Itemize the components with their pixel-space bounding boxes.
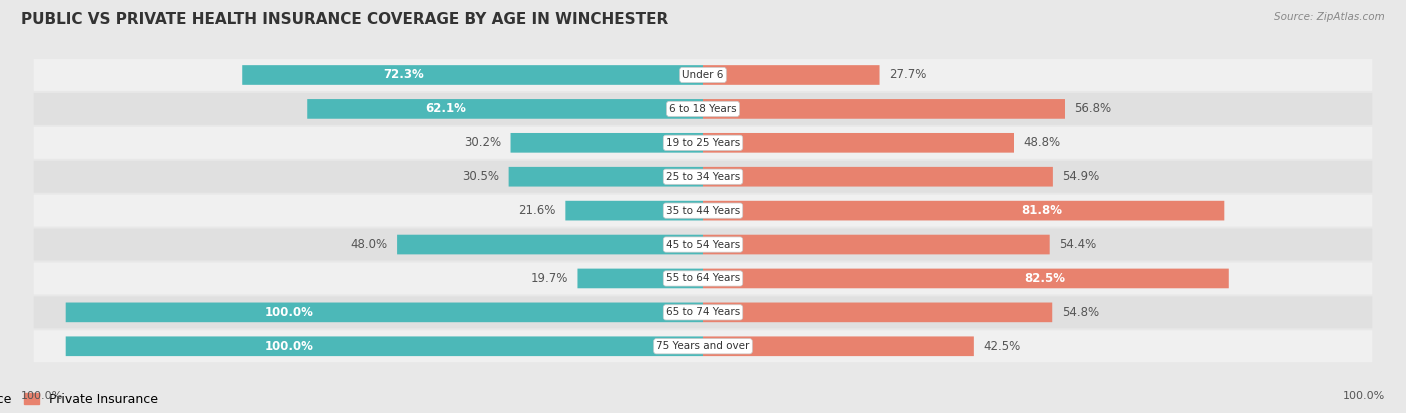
Text: 42.5%: 42.5%	[983, 340, 1021, 353]
FancyBboxPatch shape	[703, 268, 1229, 288]
Text: 48.8%: 48.8%	[1024, 136, 1060, 150]
FancyBboxPatch shape	[66, 337, 703, 356]
Text: 25 to 34 Years: 25 to 34 Years	[666, 172, 740, 182]
Text: 6 to 18 Years: 6 to 18 Years	[669, 104, 737, 114]
FancyBboxPatch shape	[510, 133, 703, 153]
FancyBboxPatch shape	[34, 93, 1372, 125]
Text: 75 Years and over: 75 Years and over	[657, 341, 749, 351]
Text: 56.8%: 56.8%	[1074, 102, 1112, 115]
Text: 62.1%: 62.1%	[426, 102, 467, 115]
Text: 30.5%: 30.5%	[463, 170, 499, 183]
FancyBboxPatch shape	[703, 235, 1050, 254]
Text: 19 to 25 Years: 19 to 25 Years	[666, 138, 740, 148]
Text: 100.0%: 100.0%	[264, 306, 314, 319]
Text: 45 to 54 Years: 45 to 54 Years	[666, 240, 740, 249]
FancyBboxPatch shape	[34, 297, 1372, 328]
FancyBboxPatch shape	[308, 99, 703, 119]
FancyBboxPatch shape	[34, 330, 1372, 362]
Text: 19.7%: 19.7%	[530, 272, 568, 285]
Text: 30.2%: 30.2%	[464, 136, 501, 150]
Text: 65 to 74 Years: 65 to 74 Years	[666, 307, 740, 317]
FancyBboxPatch shape	[703, 133, 1014, 153]
Text: 27.7%: 27.7%	[889, 69, 927, 81]
FancyBboxPatch shape	[66, 303, 703, 322]
Text: 21.6%: 21.6%	[519, 204, 555, 217]
FancyBboxPatch shape	[703, 167, 1053, 187]
Legend: Public Insurance, Private Insurance: Public Insurance, Private Insurance	[0, 387, 163, 411]
FancyBboxPatch shape	[703, 201, 1225, 221]
Text: 81.8%: 81.8%	[1021, 204, 1063, 217]
Text: 54.9%: 54.9%	[1063, 170, 1099, 183]
FancyBboxPatch shape	[34, 195, 1372, 227]
FancyBboxPatch shape	[703, 303, 1052, 322]
FancyBboxPatch shape	[703, 99, 1064, 119]
Text: PUBLIC VS PRIVATE HEALTH INSURANCE COVERAGE BY AGE IN WINCHESTER: PUBLIC VS PRIVATE HEALTH INSURANCE COVER…	[21, 12, 668, 27]
FancyBboxPatch shape	[509, 167, 703, 187]
FancyBboxPatch shape	[565, 201, 703, 221]
Text: 100.0%: 100.0%	[264, 340, 314, 353]
Text: 82.5%: 82.5%	[1024, 272, 1066, 285]
Text: 35 to 44 Years: 35 to 44 Years	[666, 206, 740, 216]
FancyBboxPatch shape	[396, 235, 703, 254]
Text: Under 6: Under 6	[682, 70, 724, 80]
Text: 72.3%: 72.3%	[382, 69, 423, 81]
FancyBboxPatch shape	[34, 263, 1372, 294]
FancyBboxPatch shape	[242, 65, 703, 85]
Text: 54.4%: 54.4%	[1059, 238, 1097, 251]
Text: 54.8%: 54.8%	[1062, 306, 1099, 319]
Text: 55 to 64 Years: 55 to 64 Years	[666, 273, 740, 283]
Text: 48.0%: 48.0%	[350, 238, 388, 251]
Text: 100.0%: 100.0%	[21, 391, 63, 401]
FancyBboxPatch shape	[34, 127, 1372, 159]
FancyBboxPatch shape	[34, 59, 1372, 91]
FancyBboxPatch shape	[34, 229, 1372, 261]
Text: Source: ZipAtlas.com: Source: ZipAtlas.com	[1274, 12, 1385, 22]
Text: 100.0%: 100.0%	[1343, 391, 1385, 401]
FancyBboxPatch shape	[703, 65, 880, 85]
FancyBboxPatch shape	[578, 268, 703, 288]
FancyBboxPatch shape	[703, 337, 974, 356]
FancyBboxPatch shape	[34, 161, 1372, 192]
